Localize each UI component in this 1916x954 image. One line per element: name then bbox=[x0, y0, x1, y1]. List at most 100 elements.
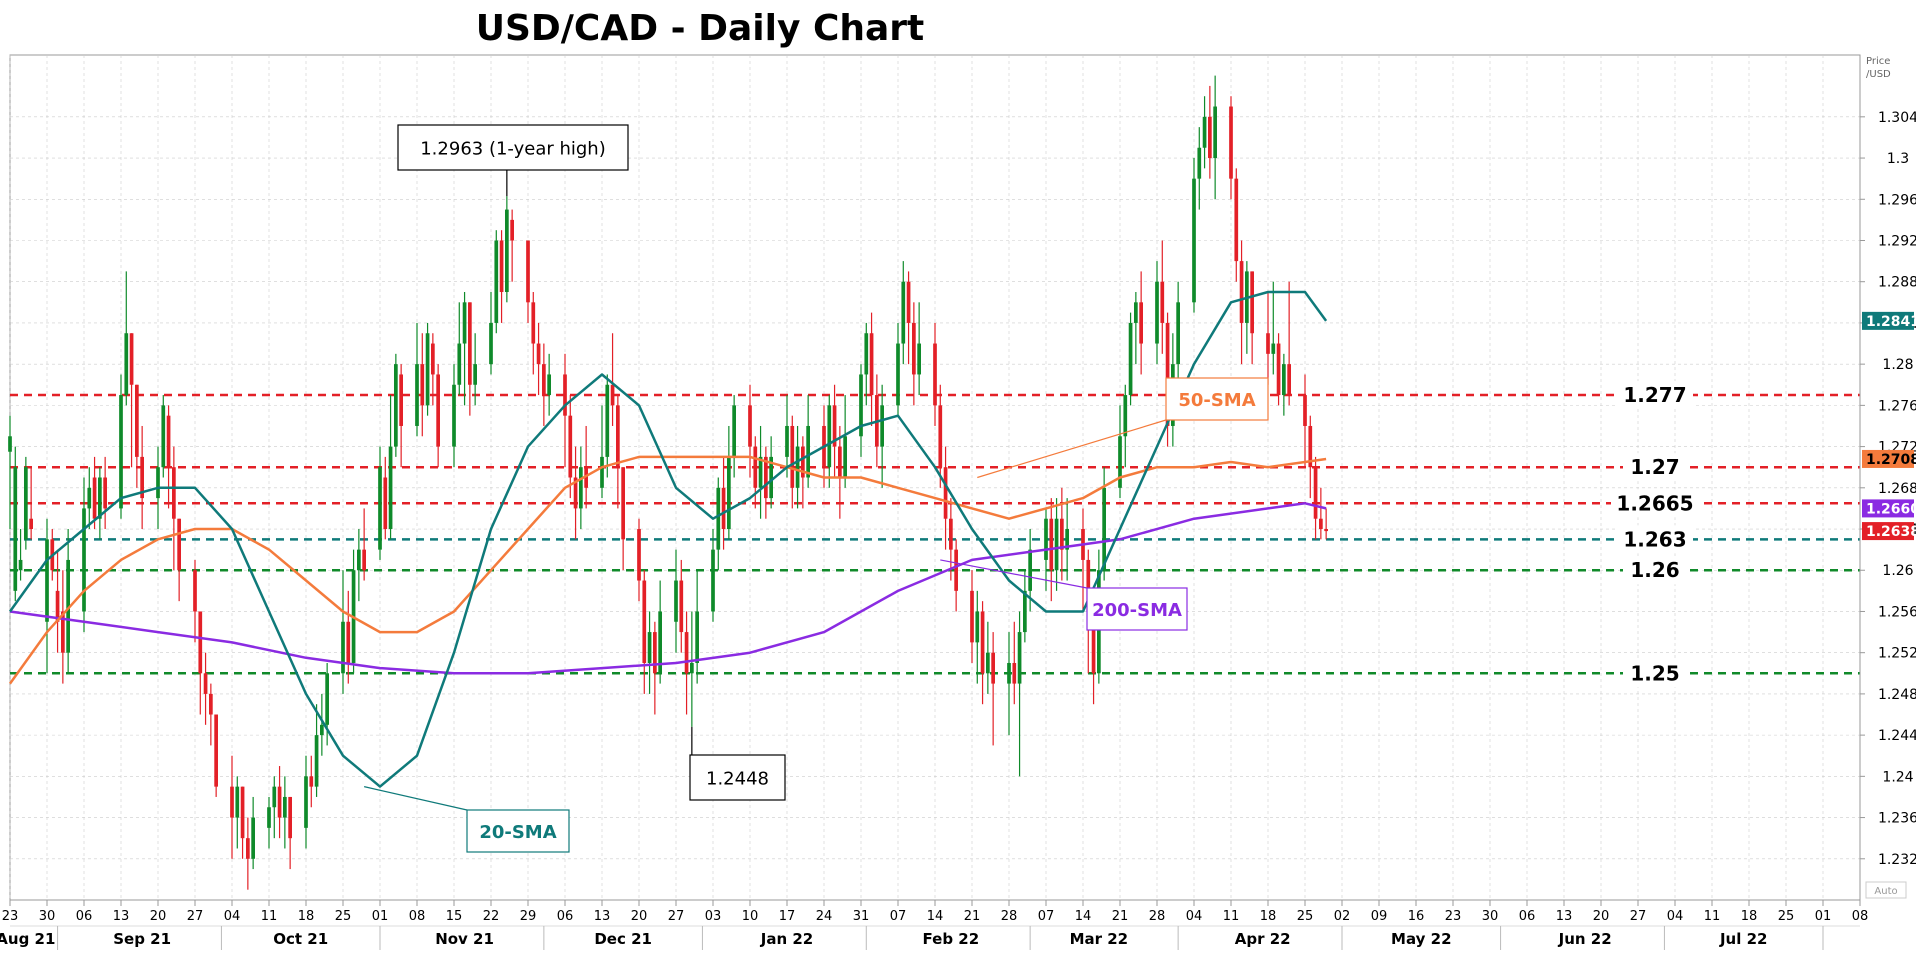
moving-averages bbox=[8, 290, 1328, 788]
candle-body bbox=[251, 817, 255, 859]
x-tick-label: 06 bbox=[1519, 909, 1536, 924]
candle-body bbox=[61, 611, 65, 653]
candle-body bbox=[87, 487, 92, 509]
month-label: Jun 22 bbox=[1558, 930, 1612, 948]
candle-body bbox=[727, 456, 731, 530]
candle-body bbox=[388, 446, 393, 530]
candle-body bbox=[267, 807, 271, 828]
level-label: 1.263 bbox=[1623, 527, 1686, 551]
candle-body bbox=[1017, 632, 1022, 684]
candle-body bbox=[1176, 302, 1180, 365]
y-tick-label: 1.268 bbox=[1878, 481, 1916, 497]
candle-body bbox=[246, 838, 250, 859]
x-tick-label: 11 bbox=[1223, 909, 1240, 924]
level-label-bg bbox=[1617, 381, 1693, 410]
x-tick-label: 13 bbox=[1556, 909, 1573, 924]
candle-body bbox=[1287, 364, 1291, 396]
candle-body bbox=[1202, 116, 1207, 148]
x-tick-label: 27 bbox=[668, 909, 685, 924]
candle-body bbox=[801, 446, 805, 478]
candle-body bbox=[901, 281, 906, 344]
x-tick-label: 06 bbox=[557, 909, 574, 924]
y-axis-title: /USD bbox=[1866, 69, 1891, 80]
candle-body bbox=[103, 477, 107, 509]
candle-body bbox=[420, 364, 425, 406]
candle-body bbox=[325, 673, 329, 725]
candle-body bbox=[785, 425, 789, 457]
candle-body bbox=[468, 302, 472, 385]
x-tick-label: 30 bbox=[39, 909, 56, 924]
candle-body bbox=[970, 590, 974, 643]
candle-body bbox=[161, 405, 166, 468]
candle-body bbox=[980, 611, 985, 674]
month-label: Feb 22 bbox=[923, 930, 980, 948]
x-tick-label: 31 bbox=[853, 909, 870, 924]
y-axis: 1.3041.31.2961.2921.2881.2841.281.2761.2… bbox=[1859, 55, 1916, 900]
candle-body bbox=[716, 487, 721, 550]
candle-body bbox=[1102, 487, 1106, 571]
x-tick-label: 20 bbox=[150, 909, 167, 924]
candle-body bbox=[1239, 261, 1244, 323]
annotation-leader bbox=[364, 786, 468, 811]
annotation-box bbox=[466, 809, 570, 853]
candle-body bbox=[45, 539, 49, 622]
candle-body bbox=[568, 415, 573, 478]
x-tick-label: 13 bbox=[113, 909, 130, 924]
candle-body bbox=[1123, 395, 1128, 437]
candle-body bbox=[473, 364, 477, 385]
x-tick-label: 29 bbox=[520, 909, 537, 924]
level-label-bg bbox=[1623, 556, 1687, 585]
candle-body bbox=[1012, 662, 1017, 684]
candle-body bbox=[679, 580, 684, 633]
candle-body bbox=[880, 405, 884, 447]
candle-body bbox=[494, 240, 499, 323]
candle-body bbox=[764, 456, 768, 499]
price-tags: 1.2841 1.2708 1.2660 1.2638 bbox=[1862, 311, 1916, 541]
candle-body bbox=[949, 518, 953, 550]
annotations: 1.2963 (1-year high) 1.2448 20-SMA 50-SMA 20… bbox=[364, 124, 1269, 853]
candle-body bbox=[462, 302, 467, 344]
candle-body bbox=[341, 621, 345, 674]
x-tick-label: 27 bbox=[187, 909, 204, 924]
y-tick-label: 1.304 bbox=[1878, 110, 1916, 126]
x-tick-label: 23 bbox=[2, 909, 19, 924]
candle-body bbox=[320, 724, 324, 736]
candle-body bbox=[314, 735, 319, 787]
x-tick-label: 10 bbox=[742, 909, 759, 924]
annotation-box bbox=[1086, 587, 1188, 631]
candle-body bbox=[1192, 178, 1196, 303]
y-tick-label: 1.288 bbox=[1878, 275, 1916, 291]
candle-body bbox=[452, 384, 456, 447]
level-lines: 1.277 1.27 1.2665 1.263 1.26 1.25 bbox=[10, 381, 1860, 688]
month-label: Nov 21 bbox=[435, 930, 494, 948]
candle-body bbox=[277, 786, 282, 818]
x-tick-label: 08 bbox=[409, 909, 426, 924]
candle-body bbox=[166, 415, 171, 468]
month-label: Mar 22 bbox=[1070, 930, 1129, 948]
candle-body bbox=[304, 776, 308, 828]
candle-body bbox=[1266, 333, 1270, 354]
candle-body bbox=[1303, 395, 1307, 426]
y-tick-label: 1.252 bbox=[1878, 646, 1916, 662]
x-tick-label: 11 bbox=[1704, 909, 1721, 924]
candle-body bbox=[399, 374, 403, 426]
candle-body bbox=[415, 364, 419, 426]
candle-body bbox=[1060, 518, 1064, 550]
month-label: Oct 21 bbox=[273, 930, 328, 948]
candle-body bbox=[1319, 518, 1323, 530]
candle-body bbox=[489, 322, 493, 365]
x-tick-label: 04 bbox=[1186, 909, 1203, 924]
candle-body bbox=[1139, 302, 1143, 344]
candle-body bbox=[838, 446, 842, 478]
level-label-bg bbox=[1611, 489, 1699, 518]
candle-body bbox=[864, 333, 869, 375]
x-tick-label: 02 bbox=[1334, 909, 1351, 924]
candle-body bbox=[832, 405, 837, 447]
grid bbox=[9, 54, 1861, 901]
annotation-label: 1.2448 bbox=[706, 769, 769, 790]
y-tick-label: 1.276 bbox=[1878, 398, 1916, 414]
y-tick-label: 1.3 bbox=[1887, 151, 1909, 167]
x-tick-label: 21 bbox=[1112, 909, 1129, 924]
x-tick-label: 15 bbox=[446, 909, 463, 924]
